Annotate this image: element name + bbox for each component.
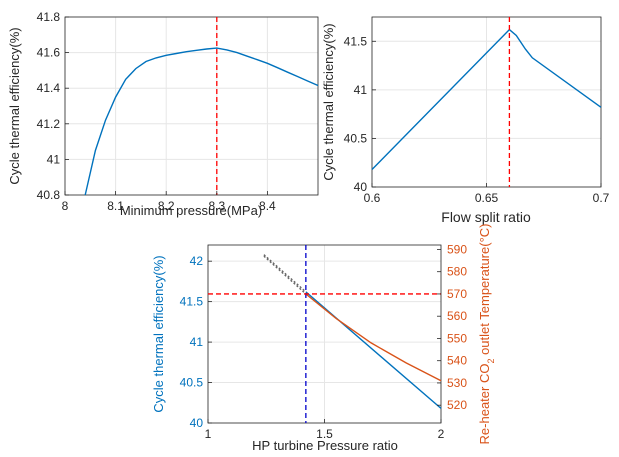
y-tick-label: 40.5: [344, 131, 368, 145]
x-tick-label: 8.4: [259, 199, 276, 213]
tick-labels: 0.6 0.65 0.7 40 40.5 41 41.5: [344, 34, 610, 205]
x-tick-label: 8.3: [208, 199, 225, 213]
x-tick-label: 8.2: [158, 199, 175, 213]
y-axis-label-right-main: Re-heater CO: [477, 364, 492, 445]
x-tick-label: 1: [205, 427, 212, 441]
x-tick-label: 8.1: [107, 199, 124, 213]
y-right-tick-label: 560: [447, 309, 467, 323]
efficiency-series-line: [263, 254, 307, 293]
x-axis-label: Flow split ratio: [441, 209, 531, 225]
y-tick-label: 42: [190, 254, 204, 268]
temperature-series-line: [305, 293, 442, 382]
tick-labels: 8 8.1 8.2 8.3 8.4 40.8 41 41.2 41.4 41.6 41.8: [37, 10, 276, 213]
grid-lines: [371, 17, 602, 188]
x-axis-label: Minimum pressure(MPa): [120, 203, 262, 218]
y-tick-label: 40: [354, 180, 368, 194]
y-tick-label: 41: [47, 152, 61, 166]
y-tick-label: 40: [190, 416, 204, 430]
temperature-series-line: [263, 255, 307, 295]
y-right-tick-label: 520: [447, 398, 467, 412]
y-tick-label: 40.5: [180, 376, 204, 390]
x-tick-label: 0.6: [364, 191, 381, 205]
y-tick-label: 41.5: [180, 295, 204, 309]
efficiency-series-line: [84, 47, 319, 196]
y-tick-label: 41.4: [37, 81, 61, 95]
grid-lines: [64, 16, 318, 196]
y-axis-label-right: Re-heater CO2 outlet Temperature(°C): [477, 224, 496, 445]
y-right-tick-label: 540: [447, 354, 467, 368]
y-axis-label-right-subscript: 2: [486, 359, 496, 364]
y-right-tick-label: 590: [447, 242, 467, 256]
series-layer: [371, 17, 602, 187]
efficiency-series-line: [305, 291, 442, 409]
efficiency-series-line: [371, 28, 602, 170]
y-tick-label: 41.5: [344, 34, 368, 48]
y-tick-label: 41.6: [37, 46, 61, 60]
grid-lines: [207, 245, 442, 424]
x-axis-label: HP turbine Pressure ratio: [252, 438, 398, 453]
x-tick-label: 8: [62, 199, 69, 213]
chart-efficiency-and-temperature-vs-hp-pressure-ratio: 1 1.5 2 40 40.5 41 41.5 42 520 530 540 550 560 570 580…: [151, 224, 496, 453]
series-layer: [208, 245, 442, 423]
y-right-tick-label: 580: [447, 265, 467, 279]
x-tick-label: 0.65: [475, 191, 499, 205]
x-tick-label: 2: [438, 427, 445, 441]
y-tick-label: 41.8: [37, 10, 61, 24]
series-layer: [84, 17, 319, 196]
tick-labels: 1 1.5 2 40 40.5 41 41.5 42 520 530 540 550 560 570 580…: [180, 242, 468, 441]
y-axis-label: Cycle thermal efficiency(%): [321, 23, 336, 180]
y-axis-label-right-rest: outlet Temperature(°C): [477, 224, 492, 359]
y-right-tick-label: 530: [447, 376, 467, 390]
y-tick-label: 41: [354, 83, 368, 97]
plot-frame: [64, 16, 319, 196]
chart-efficiency-vs-minimum-pressure: 8 8.1 8.2 8.3 8.4 40.8 41 41.2 41.4 41.6 41.8 Mini…: [7, 10, 319, 218]
y-axis-label-left: Cycle thermal efficiency(%): [151, 255, 166, 412]
x-tick-label: 0.7: [593, 191, 610, 205]
x-tick-label: 1.5: [316, 427, 333, 441]
y-right-tick-label: 570: [447, 287, 467, 301]
y-tick-label: 41.2: [37, 117, 61, 131]
y-tick-label: 40.8: [37, 188, 61, 202]
y-right-tick-label: 550: [447, 331, 467, 345]
y-tick-label: 41: [190, 335, 204, 349]
y-axis-label: Cycle thermal efficiency(%): [7, 27, 22, 184]
